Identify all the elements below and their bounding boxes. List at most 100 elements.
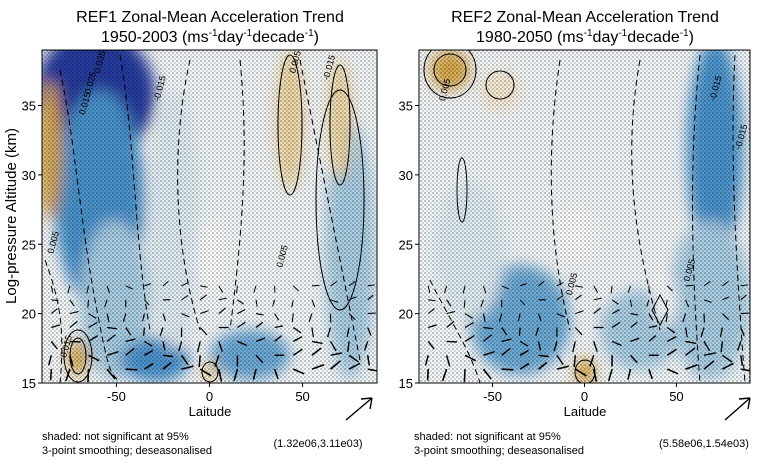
- vector-arrow: [144, 299, 150, 306]
- vector-arrow: [593, 285, 599, 293]
- y-ticks: 15 20 25 30 35: [22, 99, 42, 391]
- vector-arrow: [311, 340, 323, 345]
- vector-arrow: [630, 321, 638, 328]
- vector-arrow: [218, 297, 227, 301]
- vector-arrow: [326, 327, 332, 338]
- vector-arrow: [199, 294, 207, 301]
- vector-arrow: [122, 313, 127, 322]
- vector-arrow: [106, 368, 116, 380]
- vector-arrow: [329, 360, 341, 370]
- vector-arrow: [330, 352, 343, 357]
- vector-arrow: [648, 313, 654, 321]
- vector-field: [47, 281, 377, 383]
- vector-arrow: [703, 360, 715, 370]
- y-tick-label: 35: [22, 99, 36, 114]
- vector-arrow: [519, 299, 526, 306]
- note-significance: shaded: not significant at 95%: [414, 431, 561, 443]
- vector-arrow: [162, 313, 167, 322]
- vector-arrow: [159, 327, 164, 336]
- vector-arrow: [237, 321, 246, 329]
- vector-arrow: [538, 354, 549, 358]
- vector-arrow: [198, 355, 201, 368]
- vector-arrow: [366, 355, 371, 366]
- vector-arrow: [593, 297, 602, 301]
- vector-arrow: [292, 326, 302, 334]
- vector-arrow: [348, 313, 356, 321]
- y-axis-label: Log-pressure Altitude (km): [3, 128, 20, 304]
- x-axis-label: Laitude: [564, 404, 607, 419]
- vector-arrow: [178, 341, 183, 352]
- vector-arrow: [106, 313, 110, 323]
- vector-arrow: [237, 309, 246, 315]
- vector-arrow: [427, 285, 431, 293]
- vector-arrow: [69, 340, 81, 343]
- vector-arrow: [538, 361, 548, 370]
- vector-arrow: [740, 294, 747, 301]
- vector-arrow: [274, 313, 280, 321]
- vector-arrow: [69, 299, 75, 307]
- vector-arrow: [311, 347, 322, 356]
- vector-arrow: [627, 285, 631, 293]
- vector-arrow: [367, 294, 374, 301]
- vector-arrow: [363, 341, 369, 351]
- vector-arrow: [556, 313, 566, 318]
- vector-arrow: [519, 283, 527, 287]
- vector-arrow: [519, 349, 529, 356]
- vector-arrow: [464, 313, 473, 319]
- vector-arrow: [47, 355, 53, 366]
- vector-arrow: [666, 348, 677, 356]
- vector-arrow: [446, 340, 458, 343]
- vector-arrow: [233, 368, 239, 382]
- vector-arrow: [367, 312, 376, 315]
- vector-arrow: [501, 285, 509, 290]
- vector-arrow: [274, 325, 283, 329]
- vector-arrow: [666, 335, 677, 343]
- y-tick-label: 30: [22, 168, 36, 183]
- vector-arrow: [218, 285, 224, 293]
- vector-arrow: [703, 341, 711, 352]
- vector-arrow: [719, 327, 724, 338]
- vector-arrow: [427, 340, 435, 350]
- y-tick-label: 25: [399, 237, 413, 252]
- vector-arrow: [575, 285, 583, 288]
- vector-arrow: [593, 341, 598, 352]
- vector-arrow: [703, 352, 716, 357]
- vector-arrow: [593, 307, 601, 315]
- vector-arrow: [142, 313, 145, 322]
- vector-arrow: [88, 354, 100, 362]
- vector-arrow: [106, 285, 111, 294]
- vector-arrow: [292, 335, 303, 343]
- vector-arrow: [517, 313, 521, 322]
- vector-arrow: [255, 321, 264, 328]
- vector-arrow: [685, 364, 698, 370]
- vector-arrow: [464, 354, 477, 362]
- vector-arrow: [575, 310, 584, 315]
- vector-arrow: [740, 312, 749, 315]
- vector-arrow: [308, 313, 313, 323]
- vector-arrow: [721, 354, 733, 363]
- vector-arrow: [518, 327, 521, 336]
- vector-arrow: [589, 355, 595, 367]
- x-axis-label: Laitude: [189, 404, 232, 419]
- vector-arrow: [107, 326, 117, 330]
- vector-arrow: [445, 355, 451, 367]
- vector-arrow: [125, 338, 136, 343]
- vector-arrow: [556, 365, 569, 370]
- vector-arrow: [556, 295, 564, 301]
- vector-arrow: [535, 327, 540, 336]
- vector-arrow: [574, 294, 582, 301]
- vector-arrow: [348, 354, 359, 363]
- reference-vector-label: (1.32e06,3.11e03): [273, 438, 362, 450]
- reference-vector-label: (5.58e06,1.54e03): [659, 438, 749, 450]
- vector-arrow: [181, 295, 189, 301]
- vector-arrow: [218, 368, 223, 382]
- y-tick-label: 20: [399, 307, 413, 322]
- vector-arrow: [666, 368, 679, 375]
- note-significance: shaded: not significant at 95%: [42, 431, 189, 443]
- x-ticks: -50 0 50: [483, 383, 684, 404]
- vector-arrow: [181, 365, 194, 370]
- vector-arrow: [482, 313, 486, 323]
